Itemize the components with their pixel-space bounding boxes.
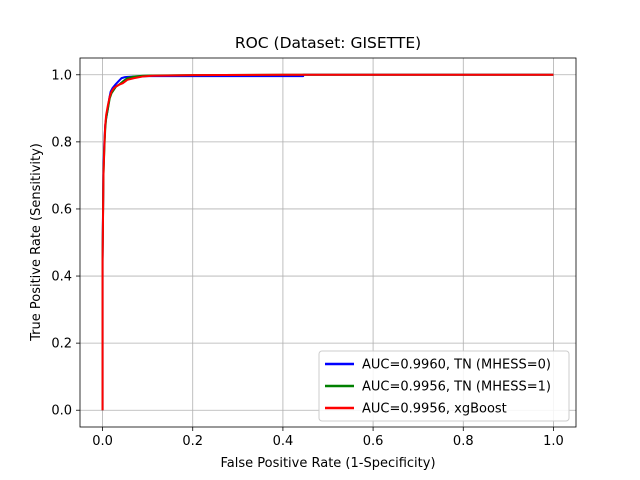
x-tick-label: 0.6 (363, 434, 384, 449)
series-layer (101, 73, 554, 411)
x-tick-label: 0.0 (92, 434, 113, 449)
y-axis-label: True Positive Rate (Sensitivity) (29, 143, 44, 342)
y-tick-label: 0.0 (51, 404, 72, 419)
y-tick-label: 0.6 (51, 202, 72, 217)
chart-title: ROC (Dataset: GISETTE) (235, 34, 421, 52)
legend-box (318, 350, 570, 422)
x-tick-label: 1.0 (543, 434, 564, 449)
y-tick-label: 1.0 (51, 68, 72, 83)
x-tick-label: 0.2 (182, 434, 203, 449)
plot-area-frame (79, 57, 577, 428)
legend: AUC=0.9960, TN (MHESS=0) AUC=0.9956, TN (… (318, 350, 570, 422)
roc-curve-2 (101, 73, 554, 411)
y-tick-label: 0.8 (51, 135, 72, 150)
x-axis-label: False Positive Rate (1-Specificity) (220, 456, 435, 471)
y-tick-label: 0.4 (51, 270, 72, 285)
x-tick-label: 0.4 (273, 434, 294, 449)
x-tick-label: 0.8 (453, 434, 474, 449)
y-tick-label: 0.2 (51, 337, 72, 352)
ticks-layer: 0.0 0.2 0.4 0.6 0.8 1.0 0.0 0.2 0.4 0.6 0.8 1.0 (51, 68, 563, 449)
legend-label-2: AUC=0.9956, xgBoost (362, 402, 507, 417)
legend-label-0: AUC=0.9960, TN (MHESS=0) (362, 358, 551, 373)
legend-label-1: AUC=0.9956, TN (MHESS=1) (362, 380, 551, 395)
